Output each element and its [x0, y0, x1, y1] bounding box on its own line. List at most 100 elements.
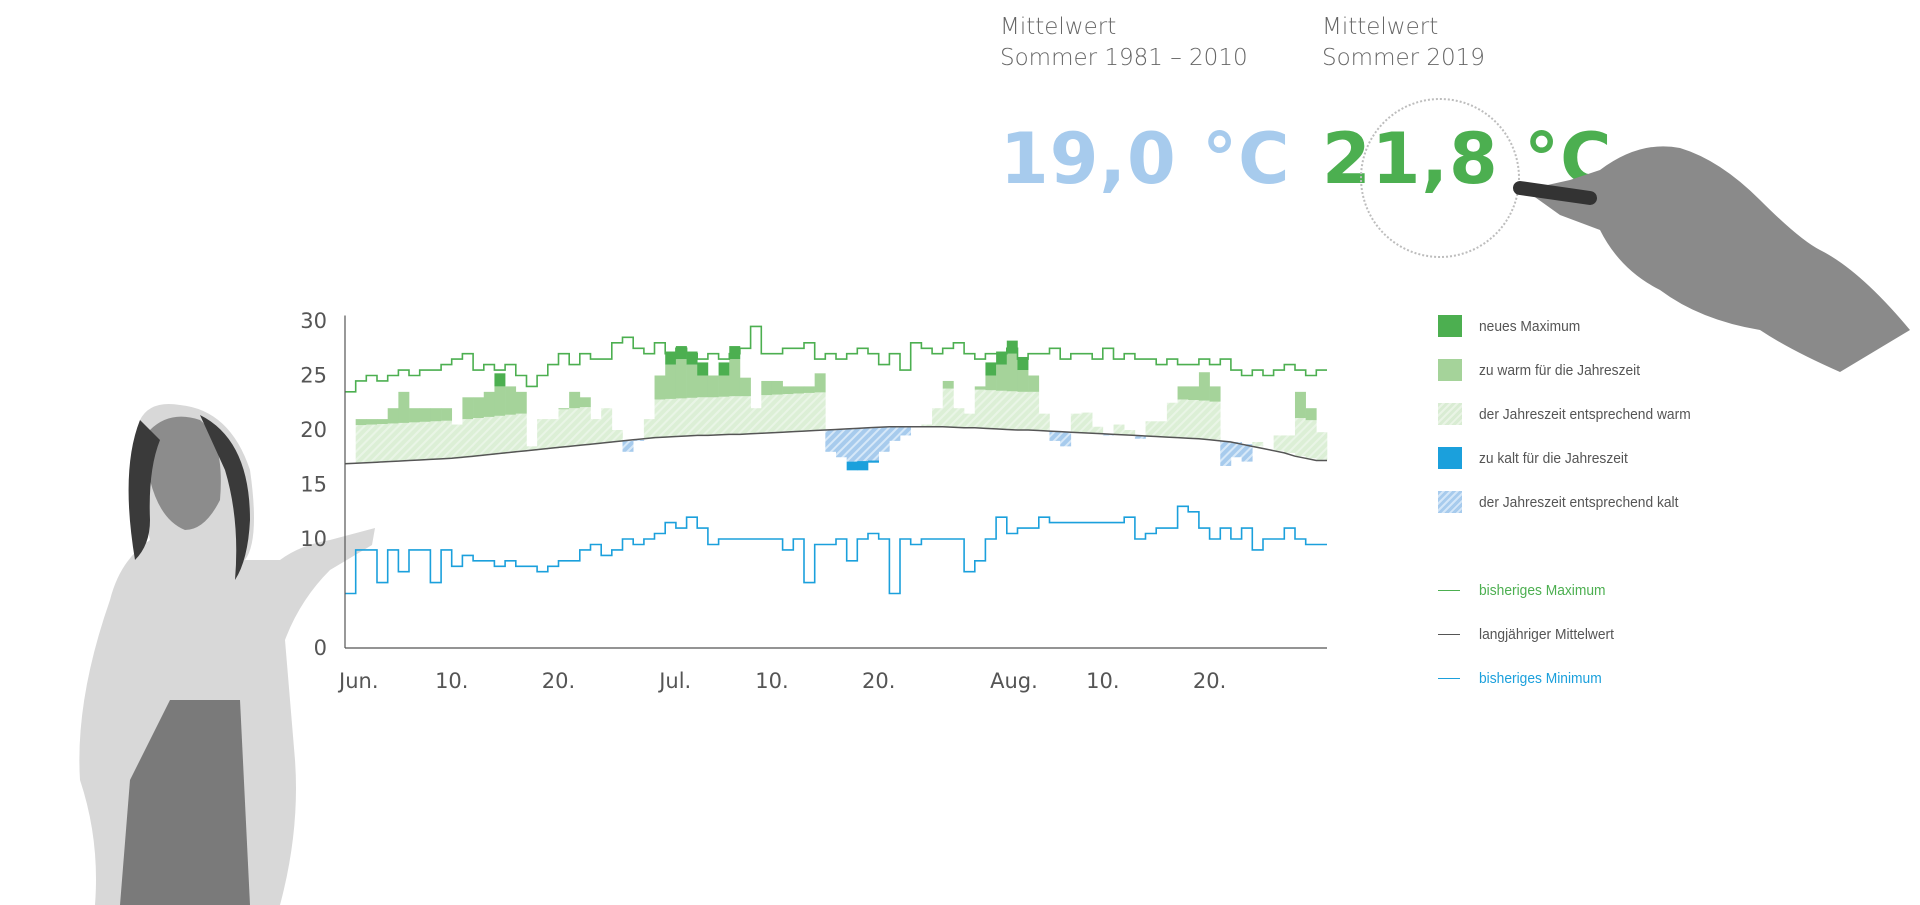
bar-warm: [771, 394, 783, 433]
bar-warm: [1145, 421, 1157, 436]
bar-too-warm: [1305, 408, 1317, 421]
bar-warm: [355, 425, 367, 464]
legend-label: bisheriges Minimum: [1479, 669, 1602, 687]
bar-too-warm: [996, 364, 1008, 391]
bar-warm: [451, 424, 463, 459]
bar-warm: [814, 392, 826, 431]
bar-too-cold: [846, 461, 858, 471]
bar-warm: [1006, 391, 1018, 430]
bar-too-warm: [494, 386, 506, 416]
bar-warm: [1017, 391, 1029, 430]
bar-warm: [377, 424, 388, 463]
bar-too-warm: [1017, 370, 1029, 392]
bar-warm: [953, 408, 965, 428]
x-tick-label: 10.: [1086, 669, 1119, 693]
bar-warm: [643, 419, 655, 439]
bar-cold: [1241, 444, 1253, 462]
legend-item-record-max: bisheriges Maximum: [1438, 578, 1617, 602]
bar-too-warm: [1177, 386, 1189, 400]
bar-too-warm: [1028, 375, 1040, 392]
bar-too-warm: [1188, 386, 1200, 401]
bar-warm: [430, 421, 442, 460]
bar-too-warm: [579, 397, 591, 408]
bar-warm: [985, 390, 997, 429]
bar-new-maximum: [718, 362, 730, 376]
bar-too-warm: [515, 391, 527, 414]
bar-cold: [857, 428, 869, 462]
bar-too-warm: [430, 408, 442, 422]
bar-new-maximum: [1017, 356, 1029, 371]
bar-warm: [942, 388, 954, 427]
bar-warm: [1038, 413, 1050, 431]
bar-too-warm: [782, 386, 794, 395]
bar-warm: [611, 430, 623, 442]
bar-warm: [601, 408, 613, 444]
bar-warm: [1113, 424, 1125, 435]
bar-cold: [900, 426, 912, 436]
bar-warm: [579, 407, 591, 446]
woman-pointing-illustration: [79, 404, 375, 905]
bar-warm: [1156, 421, 1168, 437]
legend-item-long-mean: langjähriger Mittelwert: [1438, 622, 1626, 646]
bar-too-warm: [771, 380, 783, 395]
bar-new-maximum: [494, 373, 506, 387]
bar-warm: [515, 413, 527, 452]
legend-label: bisheriges Maximum: [1479, 581, 1606, 599]
bar-warm: [387, 423, 399, 462]
x-tick-label: Aug.: [990, 669, 1038, 693]
bar-warm: [547, 419, 559, 449]
legend-label: langjähriger Mittelwert: [1479, 625, 1614, 643]
x-tick-label: 10.: [755, 669, 788, 693]
bar-warm: [974, 389, 986, 428]
bar-warm: [1305, 420, 1317, 459]
bar-warm: [398, 422, 410, 462]
bar-too-warm: [1006, 353, 1018, 392]
bar-too-warm: [707, 375, 719, 398]
bar-warm: [1177, 399, 1189, 438]
bar-too-warm: [1294, 391, 1306, 419]
legend-swatch: [1438, 447, 1462, 469]
legend-swatch: [1438, 315, 1462, 337]
bar-warm: [483, 416, 495, 456]
bar-too-warm: [697, 375, 709, 398]
x-tick-label: Jun.: [337, 669, 379, 693]
bar-too-warm: [718, 375, 730, 397]
bar-warm: [1198, 400, 1210, 439]
bar-warm: [1316, 432, 1328, 461]
bar-warm: [964, 413, 976, 428]
bar-too-warm: [409, 408, 421, 423]
reference-mean-stat: Mittelwert Sommer 1981 – 2010 19,0 °C: [1000, 12, 1290, 200]
bar-too-warm: [377, 419, 388, 425]
chart-axes: 0 10 15 20 25 30 Jun. 10. 20. Jul. 10. 20. Aug. 10. 20…: [300, 309, 1327, 693]
current-label-line2: Sommer 2019: [1322, 45, 1485, 71]
bar-warm: [1081, 412, 1093, 433]
bar-too-warm: [462, 397, 474, 420]
bar-too-warm: [569, 391, 581, 409]
legend-swatch: [1438, 359, 1462, 381]
bar-too-warm: [1198, 372, 1210, 401]
bar-warm: [526, 446, 538, 451]
current-mean-stat: Mittelwert Sommer 2019 21,8 °C: [1322, 12, 1612, 200]
bar-warm: [921, 424, 933, 427]
bar-warm: [569, 408, 581, 447]
bar-too-warm: [654, 375, 666, 400]
legend-swatch: [1438, 677, 1460, 679]
bar-warm: [1273, 435, 1285, 451]
bar-new-maximum: [996, 351, 1008, 365]
y-tick-label: 30: [300, 309, 327, 333]
bar-cold: [1220, 440, 1232, 466]
bar-warm: [505, 414, 517, 453]
legend-label: zu warm für die Jahreszeit: [1479, 361, 1641, 379]
legend-label: der Jahreszeit entsprechend warm: [1479, 405, 1691, 423]
bar-cold: [1060, 431, 1072, 447]
current-label-line1: Mittelwert: [1322, 14, 1439, 40]
bar-warm: [558, 409, 570, 448]
bar-cold: [1049, 431, 1061, 441]
bar-too-warm: [686, 364, 698, 398]
reference-lines: [344, 325, 1327, 595]
bar-cold: [633, 439, 645, 441]
bar-warm: [1284, 435, 1296, 453]
bar-warm: [739, 396, 751, 435]
long-term-mean-line: [344, 425, 1327, 465]
